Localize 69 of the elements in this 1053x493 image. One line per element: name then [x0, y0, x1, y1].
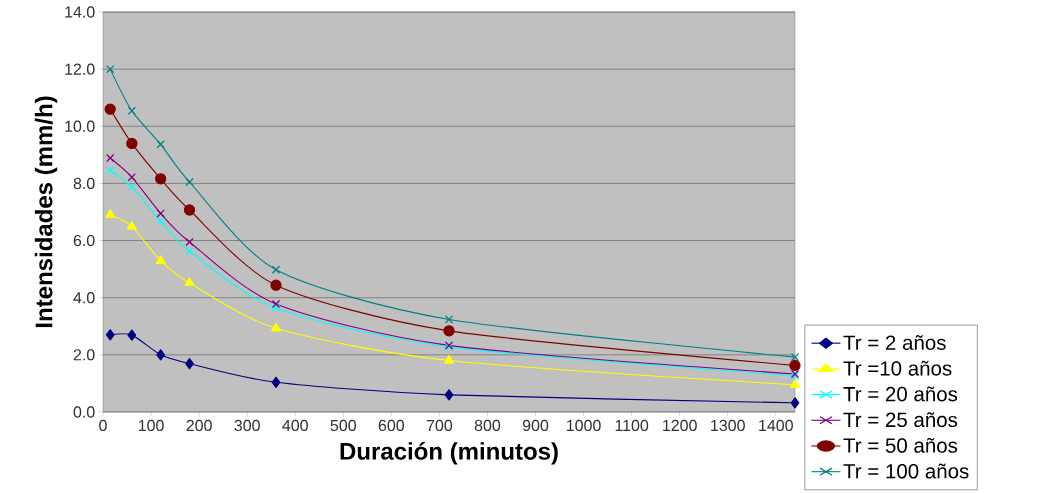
- point: [156, 216, 165, 226]
- point: [443, 325, 455, 337]
- y-tick-label: 2.0: [73, 349, 95, 361]
- point: [271, 322, 281, 332]
- x-tick-label: 0: [99, 419, 107, 432]
- x-tick-label: 600: [378, 419, 405, 432]
- legend-label: Tr = 25 años: [843, 412, 958, 428]
- point: [270, 279, 282, 291]
- point: [155, 255, 166, 264]
- point: [126, 137, 138, 150]
- point: [156, 209, 165, 218]
- point: [106, 64, 115, 74]
- x-tick-label: 900: [522, 419, 549, 432]
- y-tick-label: 12.0: [65, 63, 95, 75]
- point: [790, 379, 800, 388]
- point: [185, 246, 194, 256]
- x-tick-label: 100: [138, 419, 164, 432]
- legend-label: Tr = 20 años: [843, 386, 958, 402]
- x-tick-label: 700: [426, 419, 453, 432]
- point: [105, 329, 115, 341]
- point: [185, 358, 194, 370]
- point: [104, 103, 116, 115]
- point: [185, 237, 194, 247]
- point: [790, 397, 800, 409]
- x-tick-label: 800: [474, 419, 501, 432]
- point: [127, 182, 137, 192]
- point: [156, 349, 166, 361]
- point: [271, 265, 281, 274]
- y-tick-label: 14.0: [65, 6, 95, 18]
- point: [126, 220, 137, 230]
- point: [156, 140, 165, 149]
- point: [271, 303, 281, 313]
- point: [183, 204, 196, 216]
- legend-label: Tr =10 años: [843, 360, 952, 376]
- legend-label: Tr = 100 años: [843, 463, 969, 479]
- x-tick-label: 500: [330, 419, 356, 432]
- point: [105, 209, 116, 218]
- point: [184, 277, 195, 286]
- point: [185, 177, 194, 187]
- point: [106, 153, 115, 163]
- x-tick-label: 1100: [615, 419, 649, 432]
- x-tick-label: 1400: [759, 419, 793, 432]
- point: [271, 376, 281, 388]
- point: [271, 299, 281, 309]
- point: [127, 329, 137, 341]
- point: [106, 166, 115, 175]
- point: [127, 106, 137, 116]
- point: [444, 389, 454, 401]
- point: [155, 173, 167, 185]
- y-tick-label: 8.0: [73, 177, 95, 190]
- x-axis-title: Duración (minutos): [340, 441, 558, 465]
- x-tick-label: 300: [234, 419, 260, 432]
- x-tick-label: 1200: [663, 419, 697, 432]
- y-tick-label: 10.0: [65, 120, 95, 132]
- point: [444, 354, 454, 364]
- point: [444, 315, 454, 324]
- point: [127, 172, 137, 182]
- y-tick-label: 0.0: [73, 406, 95, 418]
- y-tick-label: 6.0: [73, 234, 95, 247]
- x-tick-label: 1300: [711, 419, 745, 432]
- legend-label: Tr = 50 años: [843, 437, 958, 453]
- y-tick-label: 4.0: [73, 292, 95, 304]
- x-tick-label: 200: [186, 419, 212, 432]
- x-tick-label: 1000: [566, 419, 601, 432]
- point: [790, 352, 800, 362]
- y-axis-title: Intensidades (mm/h): [34, 96, 58, 328]
- x-tick-label: 400: [282, 419, 308, 432]
- point: [789, 359, 801, 372]
- legend-label: Tr = 2 años: [843, 335, 946, 350]
